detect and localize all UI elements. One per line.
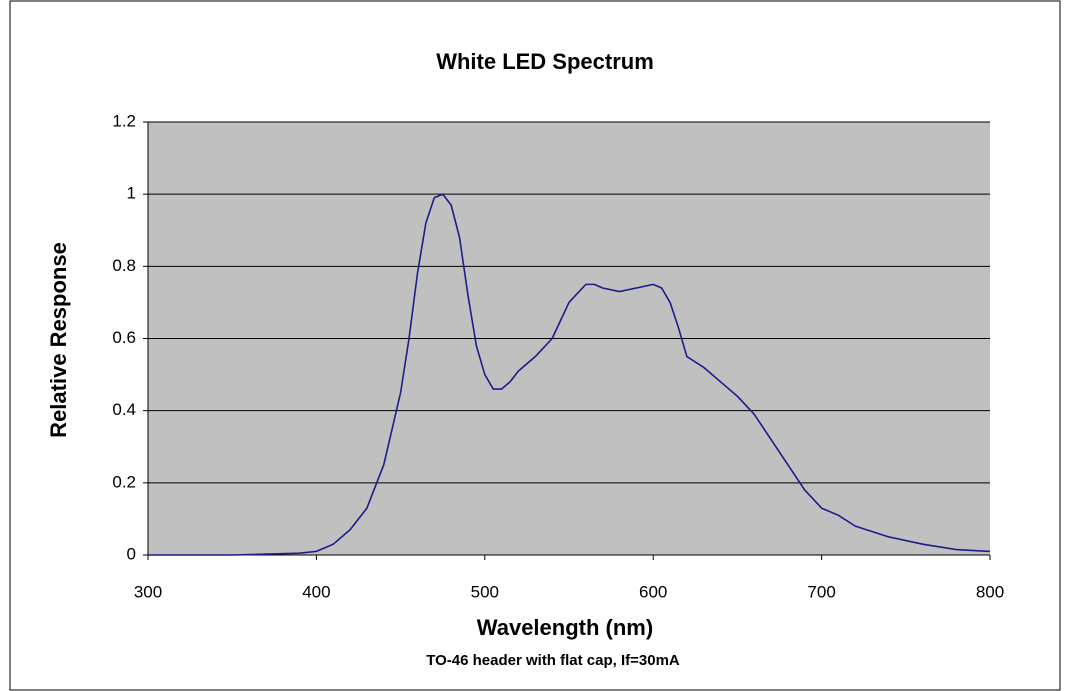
x-tick-label: 400 (302, 582, 330, 601)
y-axis-label: Relative Response (46, 242, 71, 438)
x-tick-label: 700 (807, 582, 835, 601)
x-tick-label: 500 (471, 582, 499, 601)
x-tick-label: 600 (639, 582, 667, 601)
x-tick-label: 300 (134, 582, 162, 601)
y-tick-label: 0.2 (112, 472, 136, 491)
y-tick-label: 0.8 (112, 256, 136, 275)
y-tick-label: 0.6 (112, 328, 136, 347)
y-tick-label: 1 (127, 184, 136, 203)
chart-subtitle: TO-46 header with flat cap, If=30mA (426, 652, 680, 669)
y-tick-label: 0.4 (112, 400, 136, 419)
chart-title: White LED Spectrum (436, 49, 654, 74)
chart: White LED Spectrum Wavelength (nm) TO-46… (0, 0, 1071, 691)
y-tick-label: 1.2 (112, 111, 136, 130)
x-tick-label: 800 (976, 582, 1004, 601)
y-tick-label: 0 (127, 544, 136, 563)
x-axis-label: Wavelength (nm) (477, 615, 653, 640)
